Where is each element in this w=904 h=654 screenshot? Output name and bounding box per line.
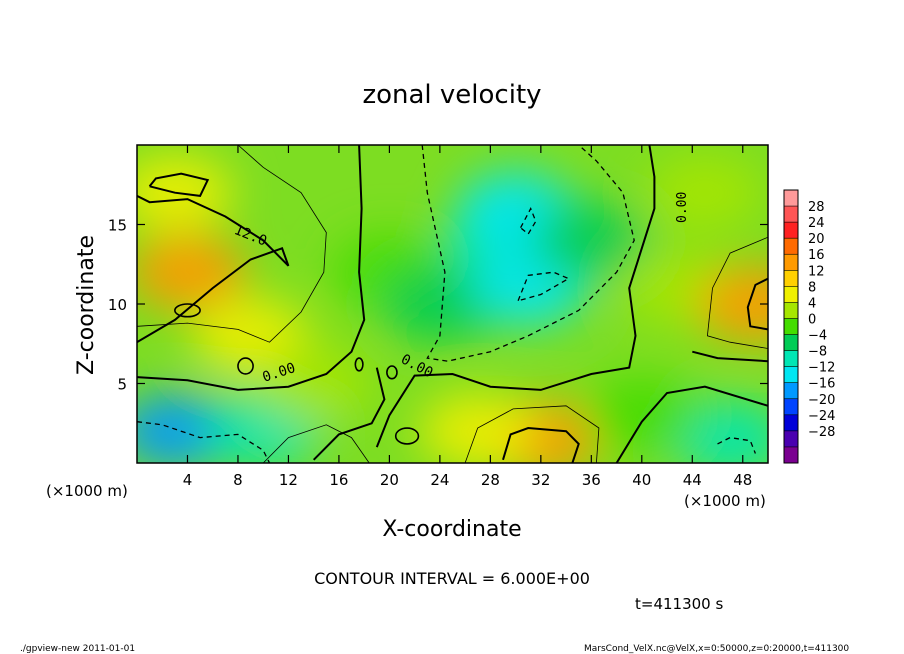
y-tick-labels: 5 10 15 xyxy=(108,217,127,394)
colorbar-cell-16 xyxy=(784,446,798,464)
contour-interval-text: CONTOUR INTERVAL = 6.000E+00 xyxy=(314,569,590,588)
colorbar-cell-3 xyxy=(784,238,798,255)
contour-zero-lower xyxy=(375,145,656,448)
field-cell-18 xyxy=(646,154,763,231)
contour-neg12-a xyxy=(517,271,571,302)
x-tick-label: 36 xyxy=(582,471,601,489)
colorbar-label: −28 xyxy=(808,425,835,440)
field-cell-3 xyxy=(137,393,233,463)
contour-lines xyxy=(137,145,768,463)
colorbar-cell-15 xyxy=(784,430,798,448)
x-tick-label: 16 xyxy=(329,471,348,489)
colorbar-label: −16 xyxy=(808,377,835,392)
contour-zero-main xyxy=(137,145,366,391)
field-cell-1 xyxy=(137,154,233,231)
y-tick-label: 5 xyxy=(117,376,127,394)
x-tick-label: 8 xyxy=(233,471,243,489)
contour-12-top xyxy=(148,172,210,197)
colorbar-cell-0 xyxy=(784,190,798,207)
colorbar-label: −12 xyxy=(808,361,835,376)
x-tick-label: 32 xyxy=(531,471,550,489)
contour-zero-bottom xyxy=(312,367,386,461)
colorbar-cell-7 xyxy=(784,302,798,319)
axis-ticks xyxy=(137,145,768,463)
contour-12-right xyxy=(746,277,768,331)
colorbar-cell-9 xyxy=(784,334,798,352)
chart-title: zonal velocity xyxy=(362,80,541,110)
colorbar-cell-14 xyxy=(784,414,798,432)
contour-12 xyxy=(137,195,290,344)
contour-loop-0 xyxy=(174,303,201,318)
velocity-field xyxy=(137,154,768,463)
colorbar-label: 4 xyxy=(808,296,816,311)
contour-12-bottom xyxy=(502,426,580,463)
contour-loop-4 xyxy=(386,365,398,380)
colorbar-cell-6 xyxy=(784,286,798,303)
colorbar-label: −8 xyxy=(808,345,827,360)
colorbar-label: −4 xyxy=(808,329,827,344)
x-tick-labels: 4 8 12 16 20 24 28 32 36 40 44 48 xyxy=(183,471,753,489)
contour-6-right xyxy=(706,236,768,349)
field-cell-7 xyxy=(381,266,498,342)
field-cell-5 xyxy=(255,345,372,422)
x-tick-label: 4 xyxy=(183,471,193,489)
contour-6 xyxy=(137,145,327,343)
colorbar-cell-5 xyxy=(784,270,798,287)
x-tick-label: 12 xyxy=(279,471,298,489)
field-cell-11 xyxy=(533,202,650,279)
contour-loop-1 xyxy=(237,357,254,375)
x-tick-label: 20 xyxy=(380,471,399,489)
colorbar-cell-10 xyxy=(784,350,798,368)
x-tick-label: 44 xyxy=(683,471,702,489)
colorbar-label: 16 xyxy=(808,248,825,263)
x-unit-right: (×1000 m) xyxy=(684,492,766,510)
colorbar-cell-12 xyxy=(784,382,798,400)
contour-6-bottom xyxy=(464,405,600,463)
y-tick-label: 10 xyxy=(108,296,127,314)
y-tick-label: 15 xyxy=(108,217,127,235)
colorbar-label: −20 xyxy=(808,393,835,408)
colorbar-cell-1 xyxy=(784,206,798,223)
contour-neg6-b xyxy=(137,421,271,463)
colorbar-label: 12 xyxy=(808,264,825,279)
footer-left: ./gpview-new 2011-01-01 xyxy=(20,644,135,654)
colorbar-cell-11 xyxy=(784,366,798,384)
colorbar-frame xyxy=(783,189,799,464)
plot-area: 12.0 0.00 0.00 0.00 xyxy=(136,144,769,464)
colorbar-label: 28 xyxy=(808,200,825,215)
time-text: t=411300 s xyxy=(635,595,723,613)
field-cell-0 xyxy=(137,234,246,311)
colorbar-cells xyxy=(784,190,798,464)
field-cell-17 xyxy=(583,377,700,454)
contour-loop-2 xyxy=(394,427,420,445)
contour-label-zero-3: 0.00 xyxy=(675,192,690,223)
x-unit-left: (×1000 m) xyxy=(46,482,128,500)
colorbar-label: −24 xyxy=(808,409,835,424)
x-tick-label: 24 xyxy=(430,471,449,489)
colorbar-label: 20 xyxy=(808,232,825,247)
colorbar-cell-4 xyxy=(784,254,798,271)
colorbar-cell-2 xyxy=(784,222,798,239)
x-tick-label: 28 xyxy=(481,471,500,489)
colorbar-cell-8 xyxy=(784,318,798,336)
contour-6-left xyxy=(262,424,370,463)
x-tick-label: 40 xyxy=(632,471,651,489)
contour-zero-right xyxy=(692,350,768,363)
contour-zero-bottomright xyxy=(615,385,768,463)
contour-loop-3 xyxy=(354,357,364,372)
colorbar-label: 8 xyxy=(808,280,816,295)
x-tick-label: 48 xyxy=(733,471,752,489)
footer-right: MarsCond_VelX.nc@VelX,x=0:50000,z=0:2000… xyxy=(584,644,849,654)
colorbar-cell-13 xyxy=(784,398,798,416)
colorbar-label: 0 xyxy=(808,312,816,327)
x-axis-label: X-coordinate xyxy=(382,517,521,542)
colorbar-label: 24 xyxy=(808,216,825,231)
y-axis-label: Z-coordinate xyxy=(74,235,99,375)
